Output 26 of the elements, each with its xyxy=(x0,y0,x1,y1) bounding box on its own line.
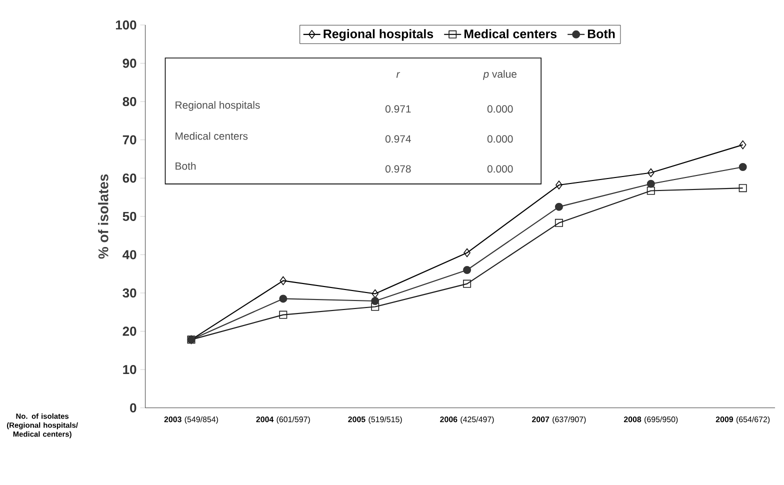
y-tick-label: 0 xyxy=(130,403,136,412)
y-tick-label: 10 xyxy=(123,365,136,374)
annotation: Regional hospitals xyxy=(176,101,260,111)
y-tick-label: 90 xyxy=(122,58,136,68)
legend-label: Both xyxy=(588,29,615,38)
annotation: p value xyxy=(483,70,517,80)
y-tick-label: 20 xyxy=(122,326,136,336)
annotation: 0.978 xyxy=(385,165,411,173)
y-axis-title: % of isolates xyxy=(98,174,108,259)
y-tick-label: 80 xyxy=(122,97,136,106)
annotation: Both xyxy=(176,162,196,170)
y-tick-label: 40 xyxy=(122,250,136,260)
legend-label: Regional hospitals xyxy=(324,29,434,41)
annotation: 0.000 xyxy=(487,135,513,143)
y-tick-label: 50 xyxy=(122,212,136,222)
legend-label: Medical centers xyxy=(464,29,557,38)
y-tick-label: 30 xyxy=(122,288,136,298)
y-tick-label: 70 xyxy=(122,135,136,145)
annotation: 0.000 xyxy=(487,105,513,113)
annotation: 0.974 xyxy=(385,135,411,143)
annotation: Medical centers xyxy=(176,132,248,140)
y-tick-label: 100 xyxy=(116,20,136,30)
annotation: r xyxy=(396,72,400,78)
annotation: 0.000 xyxy=(487,165,513,173)
y-tick-label: 60 xyxy=(122,174,136,183)
annotation: 0.971 xyxy=(385,105,411,113)
